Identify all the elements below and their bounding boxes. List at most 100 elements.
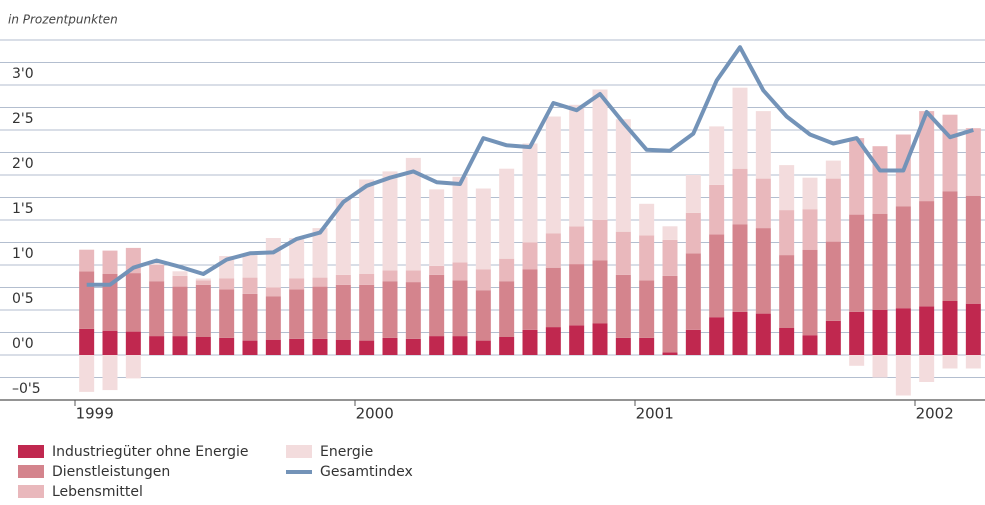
bar-segment (359, 179, 375, 274)
bar-segment (522, 269, 538, 330)
bar-segment (79, 328, 95, 355)
bar-segment (639, 203, 655, 236)
bar-segment (125, 355, 141, 379)
line-series (86, 45, 974, 287)
bar-segment (569, 226, 585, 265)
legend-swatch (18, 485, 44, 498)
bar-segment (102, 274, 118, 331)
bar-segment (452, 280, 468, 337)
bar-segment (545, 267, 561, 328)
bar-segment (802, 335, 818, 355)
bar-segment (102, 355, 118, 391)
bar-segment (849, 311, 865, 355)
bar-segment (615, 231, 631, 275)
bar-segment (312, 228, 328, 278)
bar-segment (475, 290, 491, 341)
bar-segment (545, 233, 561, 268)
y-tick-label: –0'5 (12, 381, 41, 397)
legend-swatch (18, 445, 44, 458)
y-tick-label: 0'0 (12, 336, 34, 352)
bar-segment (359, 340, 375, 355)
x-tick-label: 2001 (636, 405, 674, 423)
bar-segment (172, 286, 188, 337)
bar-segment (242, 255, 258, 278)
bar-segment (849, 214, 865, 312)
legend-swatch (286, 445, 312, 458)
bar-segment (219, 337, 235, 355)
bar-segment (615, 337, 631, 355)
y-tick-label: 0'5 (12, 291, 34, 307)
bar-segment (662, 239, 678, 276)
bar-segment (755, 313, 771, 355)
bar-segment (382, 270, 398, 282)
bar-segment (779, 255, 795, 328)
bar-segment (195, 337, 211, 355)
bar-segment (592, 323, 608, 355)
bar-segment (79, 271, 95, 329)
legend-label: Dienstleistungen (52, 464, 170, 480)
bar-segment (405, 282, 421, 339)
bar-segment (895, 308, 911, 355)
bar-segment (149, 281, 165, 337)
bar-segment (195, 284, 211, 337)
bar-segment (639, 337, 655, 355)
bar-segment (592, 260, 608, 324)
legend-label: Industriegüter ohne Energie (52, 444, 248, 460)
bar-segment (662, 352, 678, 355)
bar-segment (475, 269, 491, 291)
bar-segment (825, 241, 841, 321)
bar-segment (942, 355, 958, 369)
bar-segment (452, 176, 468, 263)
bar-segment (405, 270, 421, 283)
bar-segment (685, 212, 701, 254)
bar-segment (499, 337, 515, 355)
bar-segment (172, 275, 188, 287)
bar-segment (639, 280, 655, 338)
bar-segment (172, 336, 188, 355)
legend-label: Lebensmittel (52, 484, 143, 500)
bar-segment (569, 264, 585, 326)
bar-segment (102, 330, 118, 355)
bar-segment (779, 328, 795, 355)
bar-segment (965, 355, 981, 369)
bar-segment (265, 296, 281, 340)
bar-segment (942, 301, 958, 355)
bar-segment (429, 274, 445, 337)
bar-segment (242, 340, 258, 355)
bar-segment (895, 206, 911, 309)
bar-segment (522, 242, 538, 270)
bar-segment (195, 278, 211, 281)
bar-segment (289, 238, 305, 279)
bar-segment (195, 280, 211, 285)
bar-segment (452, 262, 468, 281)
bar-segment (359, 284, 375, 341)
bar-segment (475, 188, 491, 270)
bar-segment (265, 339, 281, 355)
subtitle: in Prozentpunkten (8, 13, 118, 27)
bar-segment (335, 339, 351, 355)
bar-segment (405, 338, 421, 355)
bar-segment (755, 111, 771, 179)
y-tick-label: 2'5 (12, 111, 34, 127)
bar-segment (475, 340, 491, 355)
y-tick-label: 2'0 (12, 156, 34, 172)
bar-segment (965, 195, 981, 304)
bar-segment (825, 160, 841, 179)
bar-segment (849, 355, 865, 366)
bar-segment (919, 355, 935, 382)
bar-segment (79, 355, 95, 392)
bar-segment (172, 271, 188, 276)
bar-segment (149, 260, 165, 265)
bar-segment (499, 281, 515, 337)
bar-segment (685, 175, 701, 213)
bar-segment (569, 325, 585, 355)
bar-segment (872, 310, 888, 355)
bar-segment (872, 355, 888, 378)
bar-segment (592, 220, 608, 261)
bar-segment (382, 171, 398, 271)
bar-segment (289, 338, 305, 355)
bar-segment (359, 274, 375, 285)
bar-segment (312, 277, 328, 287)
bar-segment (732, 87, 748, 169)
bar-segment (709, 317, 725, 355)
